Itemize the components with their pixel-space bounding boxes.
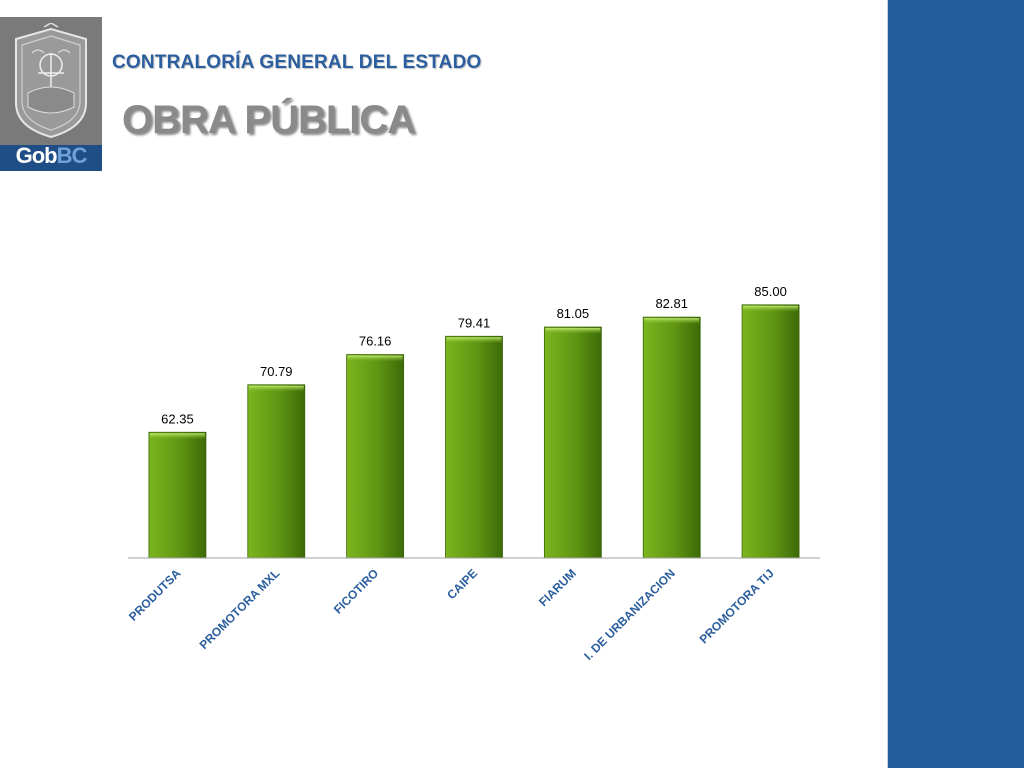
category-label-6: PROMOTORA TIJ	[697, 566, 777, 646]
bar-highlight-5	[644, 318, 700, 325]
gobbc-logo: GobBC GOBIERNO DEL ESTADO	[0, 17, 102, 179]
category-label-1: PROMOTORA MXL	[197, 566, 283, 652]
bar-highlight-4	[545, 328, 601, 335]
value-label-6: 85.00	[754, 284, 787, 299]
value-label-3: 79.41	[458, 315, 491, 330]
category-label-5: I. DE URBANIZACION	[581, 566, 678, 663]
bar-6	[741, 304, 800, 559]
category-label-2: FICOTIRO	[331, 566, 381, 616]
logo-wordmark: GobBC	[15, 143, 88, 168]
bar-highlight-0	[149, 433, 205, 440]
category-label-4: FIARUM	[536, 566, 579, 609]
state-seal-icon	[15, 23, 87, 139]
value-label-0: 62.35	[161, 411, 194, 426]
category-label-0: PRODUTSA	[126, 566, 184, 624]
logo-subtitle: GOBIERNO DEL ESTADO	[16, 173, 86, 179]
bar-4	[543, 326, 602, 559]
side-decorative-bar	[887, 0, 1024, 768]
value-label-2: 76.16	[359, 334, 392, 349]
bar-1	[247, 384, 306, 559]
category-label-3: CAIPE	[444, 566, 480, 602]
bar-3	[445, 335, 503, 559]
value-label-5: 82.81	[655, 296, 688, 311]
bar-5	[642, 316, 701, 559]
bar-highlight-6	[743, 305, 799, 312]
bar-2	[346, 354, 405, 559]
logo-band	[0, 145, 102, 171]
page-title: OBRA PÚBLICA	[122, 98, 416, 142]
bar-highlight-3	[446, 337, 502, 344]
bar-0	[148, 431, 207, 559]
value-label-1: 70.79	[260, 364, 293, 379]
bar-highlight-2	[347, 355, 403, 362]
organization-name: CONTRALORÍA GENERAL DEL ESTADO	[112, 52, 482, 73]
value-label-4: 81.05	[557, 306, 590, 321]
bar-highlight-1	[248, 385, 304, 392]
